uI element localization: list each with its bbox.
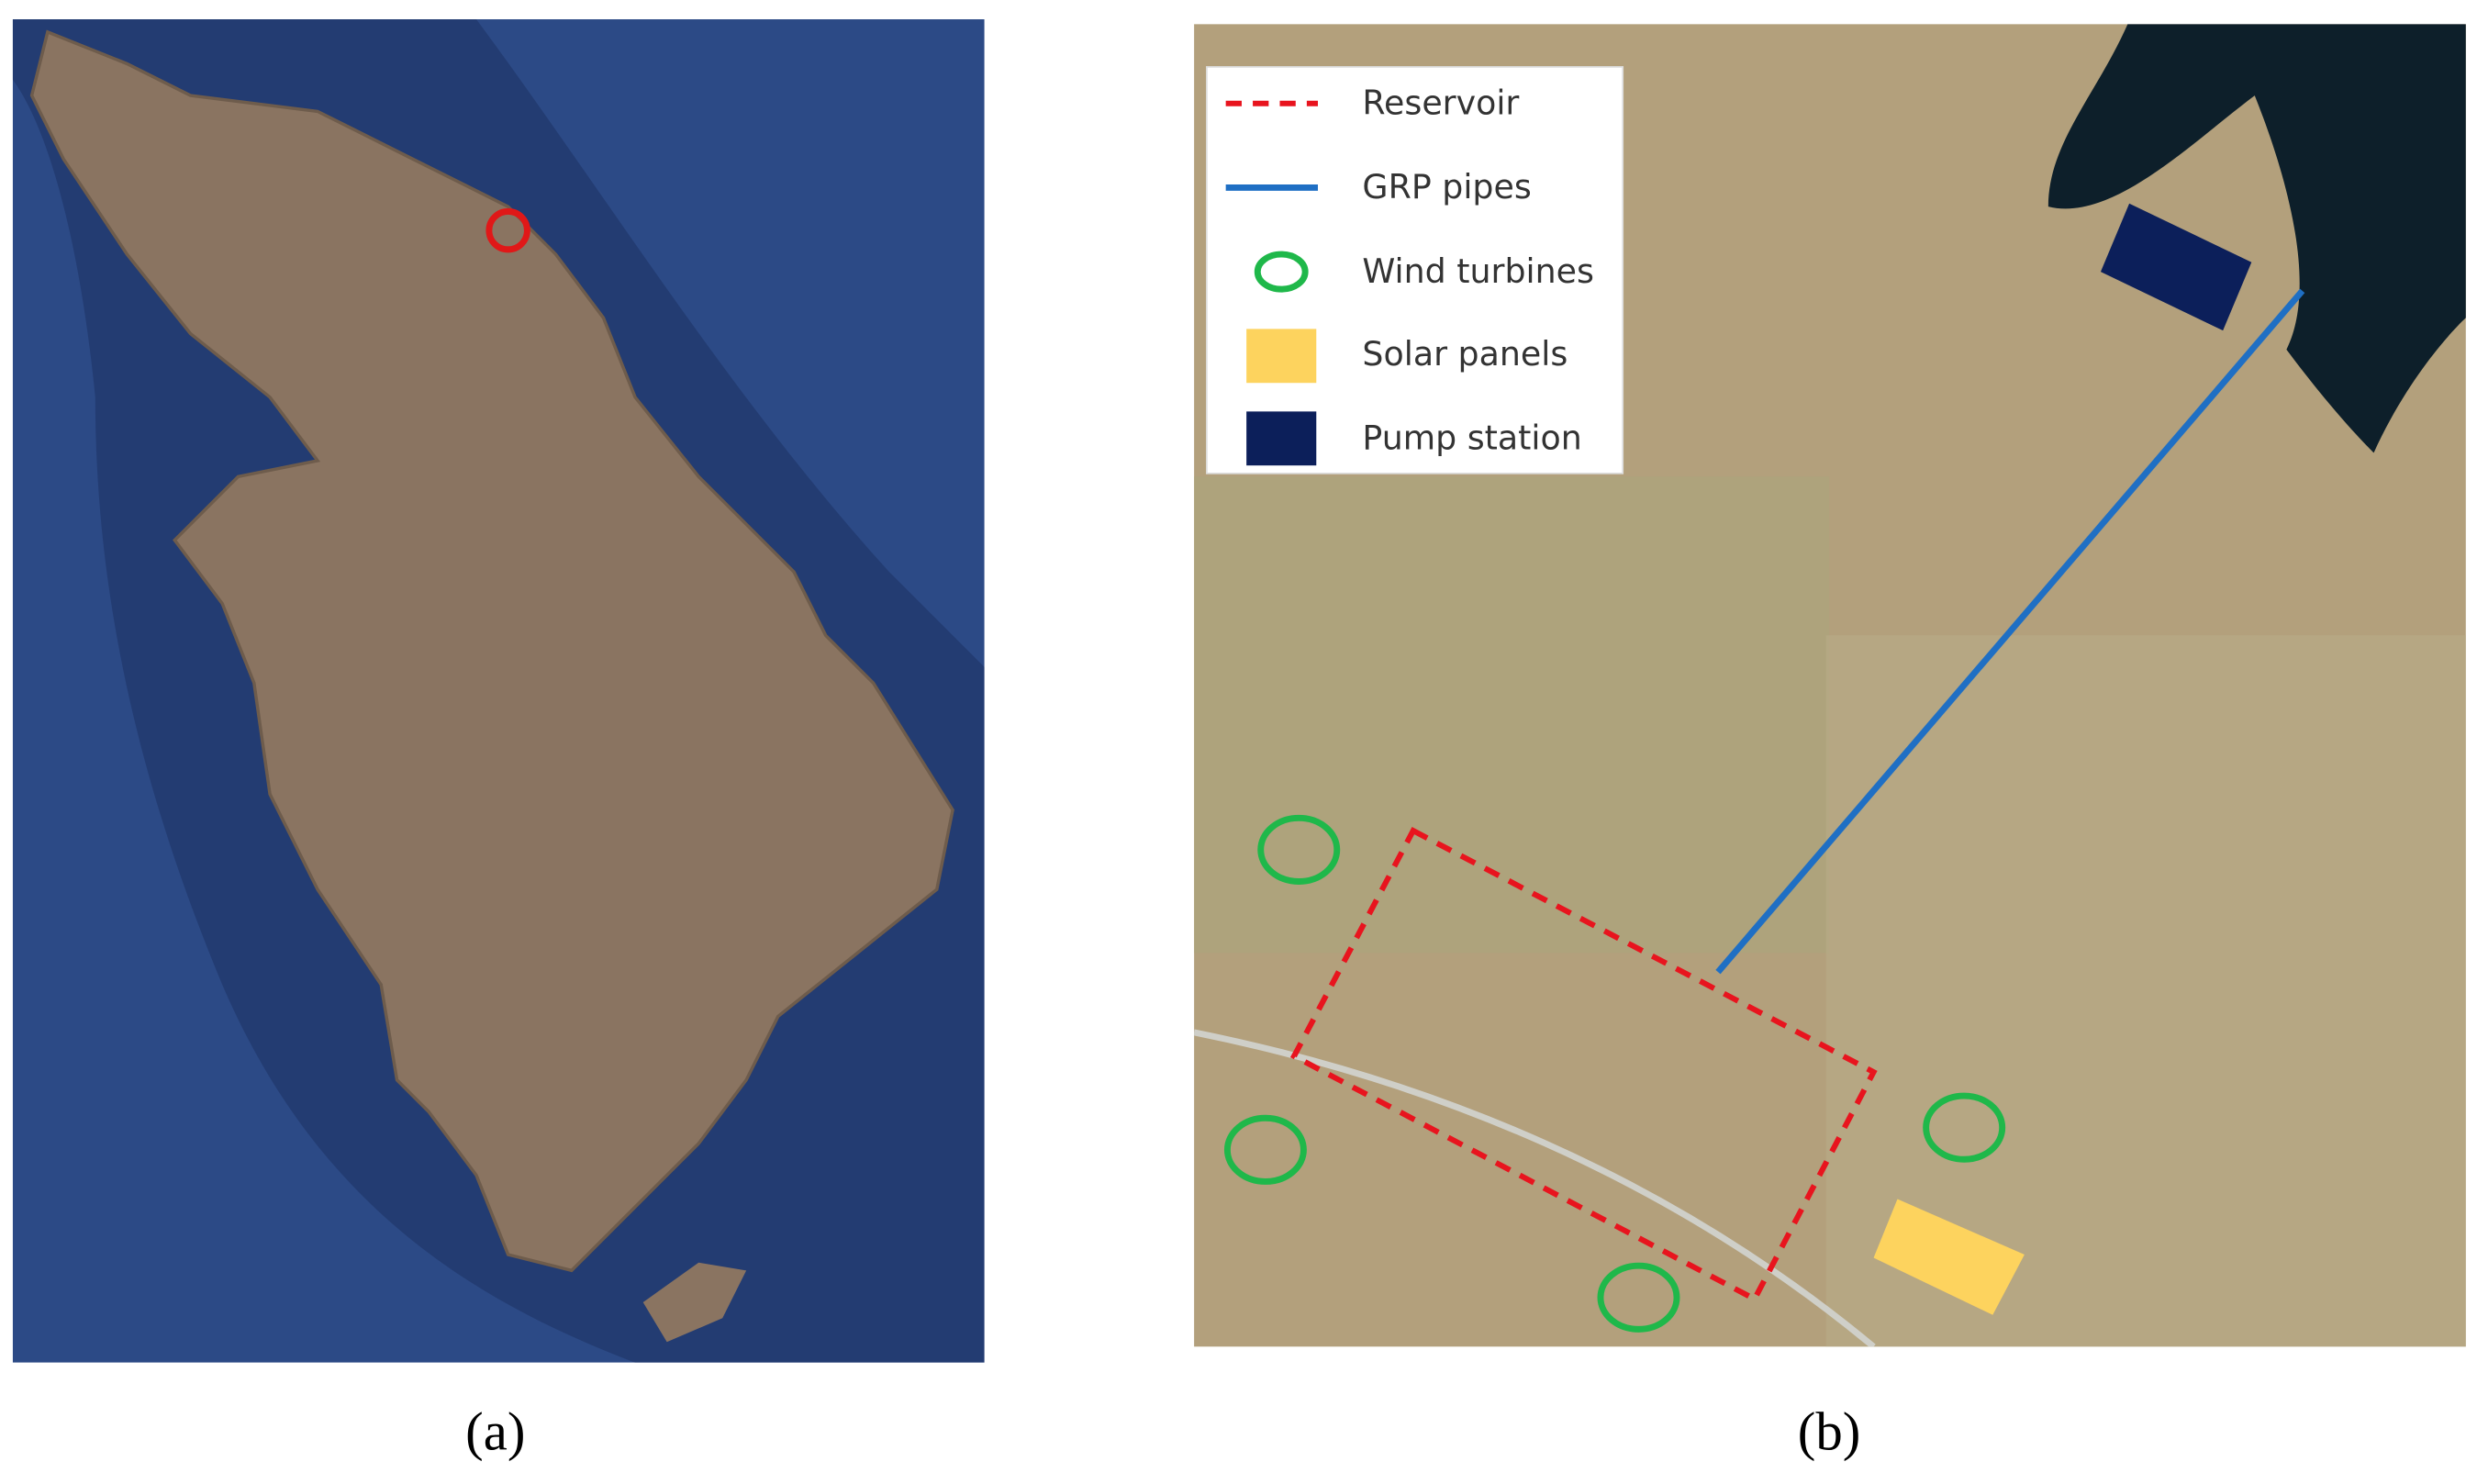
- legend-symbol: [1246, 411, 1317, 466]
- caption: (b): [1798, 1402, 1861, 1462]
- reservoir: [1289, 827, 1878, 1303]
- wind-turbines: [1223, 814, 2006, 1333]
- legend-label: Reservoir: [1362, 83, 1519, 122]
- legend-symbol: [1254, 251, 1309, 293]
- pump-station: [2100, 203, 2252, 331]
- caption: (a): [465, 1402, 525, 1462]
- legend-label: Wind turbines: [1362, 251, 1594, 291]
- solar-panels: [1873, 1199, 2025, 1315]
- legend-symbol: [1246, 329, 1317, 384]
- legend-label: GRP pipes: [1362, 167, 1531, 206]
- grp-pipe: [1715, 288, 2305, 975]
- legend: Reservoir GRP pipes Wind turbines Solar …: [1206, 66, 1624, 474]
- legend-label: Pump station: [1362, 418, 1581, 458]
- panel-a-map: [12, 19, 985, 1363]
- legend-label: Solar panels: [1362, 334, 1568, 374]
